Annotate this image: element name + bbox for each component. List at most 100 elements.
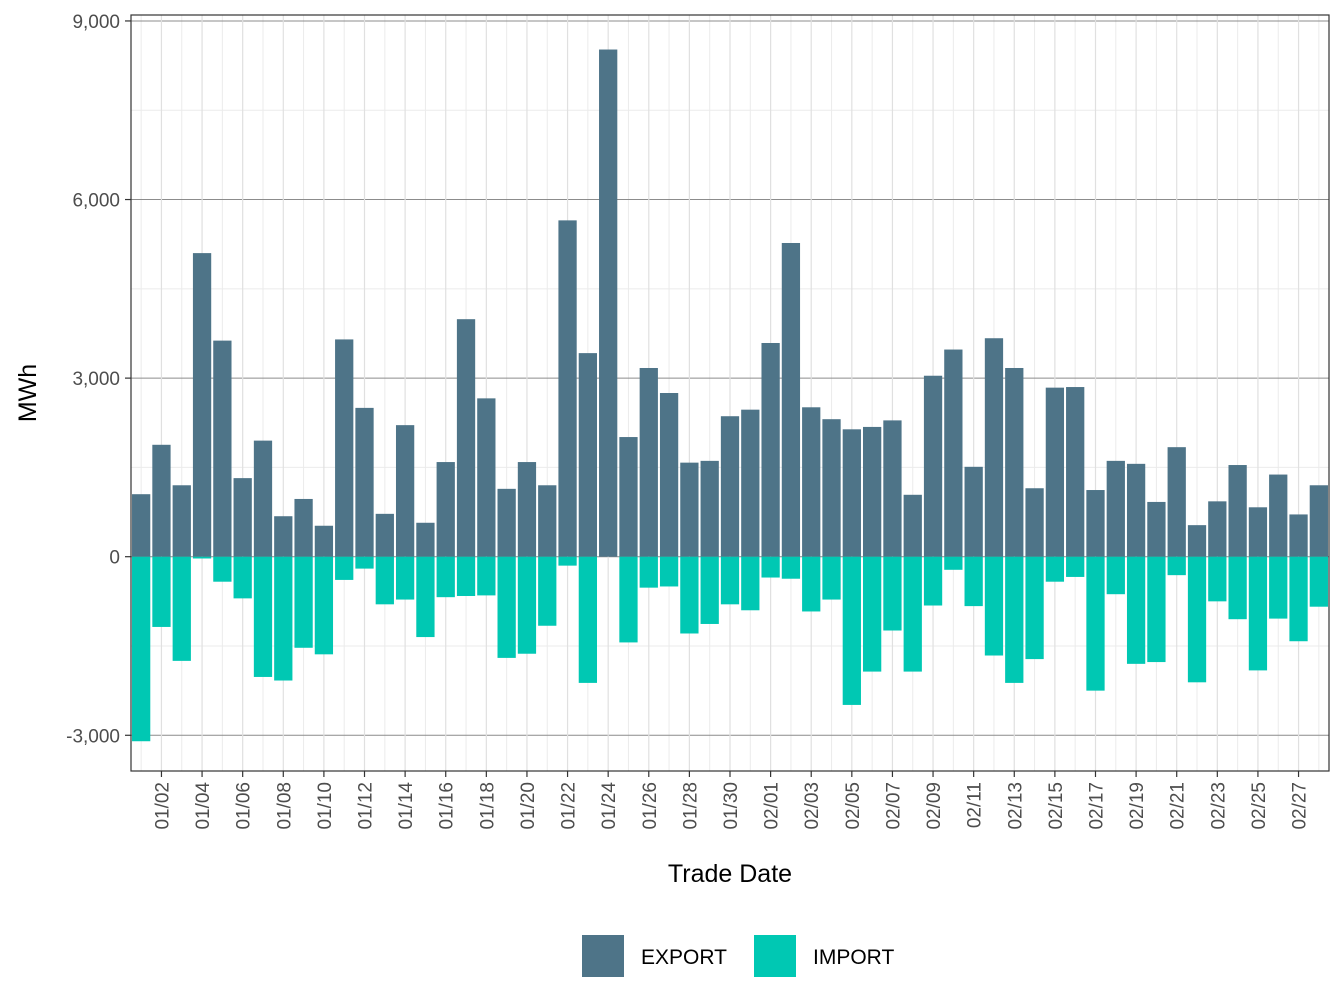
y-tick-label: 6,000 (72, 191, 120, 212)
bar-import-02-15 (1045, 556, 1065, 582)
x-tick-label: 02/07 (883, 782, 904, 830)
bar-export-01-23 (578, 353, 598, 557)
x-tick-label: 01/30 (721, 782, 742, 830)
legend-swatch-export (582, 935, 624, 977)
bar-export-01-17 (456, 319, 476, 557)
x-tick-label: 02/11 (965, 782, 986, 828)
bar-export-02-10 (944, 349, 963, 557)
bar-export-02-22 (1187, 525, 1207, 557)
bar-export-02-08 (903, 494, 922, 557)
bar-export-01-01 (132, 494, 151, 557)
bar-export-01-13 (375, 513, 394, 557)
bar-import-01-03 (172, 556, 191, 661)
bar-import-01-07 (253, 556, 273, 677)
bar-import-01-28 (680, 556, 699, 634)
bar-import-01-19 (497, 556, 516, 658)
x-tick-label: 02/09 (924, 782, 945, 830)
bar-export-01-08 (274, 516, 293, 557)
bar-import-01-22 (558, 556, 577, 566)
x-tick-label: 01/22 (559, 782, 580, 830)
bar-export-01-18 (477, 398, 496, 557)
x-tick-label: 02/25 (1249, 782, 1270, 830)
bar-import-02-18 (1106, 556, 1125, 595)
bar-export-02-20 (1147, 501, 1166, 557)
bar-import-02-20 (1147, 556, 1166, 663)
x-tick-label: 01/10 (315, 782, 336, 830)
legend-label-export: EXPORT (641, 946, 727, 969)
bar-export-01-24 (599, 49, 618, 557)
legend-label-import: IMPORT (813, 946, 894, 969)
bar-export-01-26 (639, 367, 658, 557)
bar-import-02-04 (822, 556, 841, 600)
y-axis: -3,000 0 3,000 6,000 9,000 (66, 12, 131, 747)
bar-import-01-02 (152, 556, 171, 627)
x-tick-label: 01/04 (193, 782, 214, 830)
bar-export-01-03 (172, 485, 191, 557)
bar-export-01-05 (213, 340, 232, 557)
bar-export-02-04 (822, 419, 841, 557)
bar-export-02-18 (1106, 460, 1125, 557)
bar-export-01-12 (355, 407, 374, 557)
bars (132, 49, 1328, 742)
bar-import-01-09 (294, 556, 313, 648)
x-tick-label: 02/23 (1208, 782, 1229, 830)
bar-import-01-30 (720, 556, 740, 605)
x-tick-label: 02/03 (802, 782, 823, 830)
bar-import-02-12 (984, 556, 1004, 656)
y-tick-label: 9,000 (72, 12, 120, 33)
bar-export-02-14 (1025, 488, 1044, 557)
bar-import-02-02 (781, 556, 801, 579)
bar-export-02-01 (761, 342, 780, 557)
bar-export-02-21 (1167, 447, 1186, 557)
bar-import-01-15 (416, 556, 435, 638)
bar-import-02-16 (1066, 556, 1085, 577)
y-tick-label: -3,000 (66, 726, 120, 747)
bar-import-02-09 (923, 556, 943, 606)
bar-export-02-05 (842, 429, 861, 557)
bar-export-02-17 (1086, 490, 1105, 557)
bar-import-02-14 (1025, 556, 1044, 660)
y-axis-title: MWh (14, 364, 42, 422)
bar-import-01-31 (741, 556, 760, 611)
x-axis-title: Trade Date (668, 860, 792, 888)
x-tick-label: 02/15 (1046, 782, 1067, 830)
bar-export-02-25 (1248, 507, 1268, 557)
x-tick-label: 02/17 (1086, 782, 1107, 830)
x-tick-label: 02/13 (1005, 782, 1026, 830)
bar-export-02-02 (781, 242, 801, 557)
bar-import-02-05 (842, 556, 861, 705)
bar-export-02-28 (1309, 485, 1328, 557)
x-tick-label: 01/18 (477, 782, 498, 830)
bar-import-01-25 (619, 556, 638, 643)
bar-export-02-09 (923, 375, 943, 557)
bar-import-02-10 (944, 556, 963, 570)
bar-import-02-26 (1269, 556, 1288, 619)
bar-export-01-22 (558, 220, 577, 557)
bar-export-02-07 (883, 420, 902, 557)
bar-export-02-16 (1066, 387, 1085, 557)
bar-import-01-21 (538, 556, 557, 626)
bar-export-01-04 (192, 253, 212, 557)
bar-export-01-11 (335, 339, 354, 557)
bar-export-01-31 (741, 409, 760, 557)
x-tick-label: 02/01 (762, 782, 783, 830)
bar-import-02-27 (1289, 556, 1308, 642)
bar-import-02-17 (1086, 556, 1105, 691)
bar-import-01-13 (375, 556, 394, 605)
y-tick-label: 3,000 (72, 369, 120, 390)
x-tick-label: 01/14 (396, 782, 417, 830)
bar-export-02-23 (1208, 501, 1227, 557)
bar-import-02-11 (964, 556, 983, 607)
bar-import-01-01 (132, 556, 151, 742)
x-axis: 01/02 01/04 01/06 01/08 01/10 01/12 01/14 01/16… (152, 771, 1311, 830)
bar-export-02-06 (862, 426, 882, 557)
bar-import-02-23 (1208, 556, 1227, 602)
bar-import-02-22 (1187, 556, 1207, 683)
bar-import-02-24 (1228, 556, 1247, 620)
bar-export-01-30 (720, 416, 740, 557)
bar-export-01-15 (416, 522, 435, 557)
bar-export-01-16 (436, 462, 455, 557)
bar-export-02-03 (802, 407, 821, 557)
bar-export-01-09 (294, 498, 313, 557)
bar-import-01-17 (456, 556, 476, 596)
